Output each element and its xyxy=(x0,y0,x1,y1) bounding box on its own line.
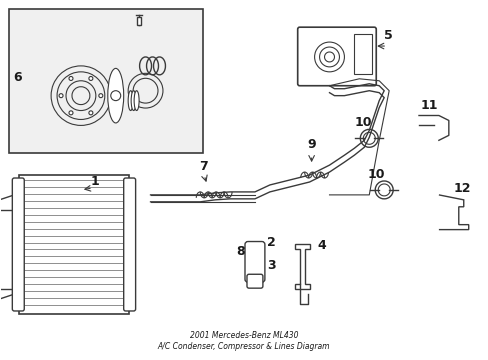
Bar xyxy=(136,17,141,25)
Circle shape xyxy=(69,76,73,80)
Text: 8: 8 xyxy=(236,246,244,258)
Ellipse shape xyxy=(128,91,133,111)
Circle shape xyxy=(69,111,73,115)
Text: 2001 Mercedes-Benz ML430
A/C Condenser, Compressor & Lines Diagram: 2001 Mercedes-Benz ML430 A/C Condenser, … xyxy=(158,331,329,351)
FancyBboxPatch shape xyxy=(123,178,135,311)
Text: 9: 9 xyxy=(307,138,316,151)
Ellipse shape xyxy=(107,68,123,123)
Text: 7: 7 xyxy=(199,160,207,173)
Text: 10: 10 xyxy=(354,116,371,129)
Circle shape xyxy=(89,76,93,80)
Text: 5: 5 xyxy=(384,29,392,42)
Text: 3: 3 xyxy=(266,259,275,272)
FancyBboxPatch shape xyxy=(246,274,263,288)
Circle shape xyxy=(111,91,121,100)
Text: 2: 2 xyxy=(266,237,275,249)
Text: 10: 10 xyxy=(366,168,384,181)
Ellipse shape xyxy=(134,91,139,111)
Bar xyxy=(9,9,203,153)
Circle shape xyxy=(89,111,93,115)
Text: 6: 6 xyxy=(13,71,22,84)
Text: 4: 4 xyxy=(317,239,325,252)
Ellipse shape xyxy=(131,91,136,111)
Text: 1: 1 xyxy=(91,175,100,188)
Text: 11: 11 xyxy=(420,99,438,112)
Text: 12: 12 xyxy=(453,182,470,195)
Circle shape xyxy=(59,94,63,98)
Bar xyxy=(19,175,128,314)
Polygon shape xyxy=(294,244,309,289)
Bar xyxy=(354,34,371,74)
FancyBboxPatch shape xyxy=(297,27,375,86)
FancyBboxPatch shape xyxy=(244,242,264,282)
Circle shape xyxy=(99,94,102,98)
FancyBboxPatch shape xyxy=(12,178,24,311)
